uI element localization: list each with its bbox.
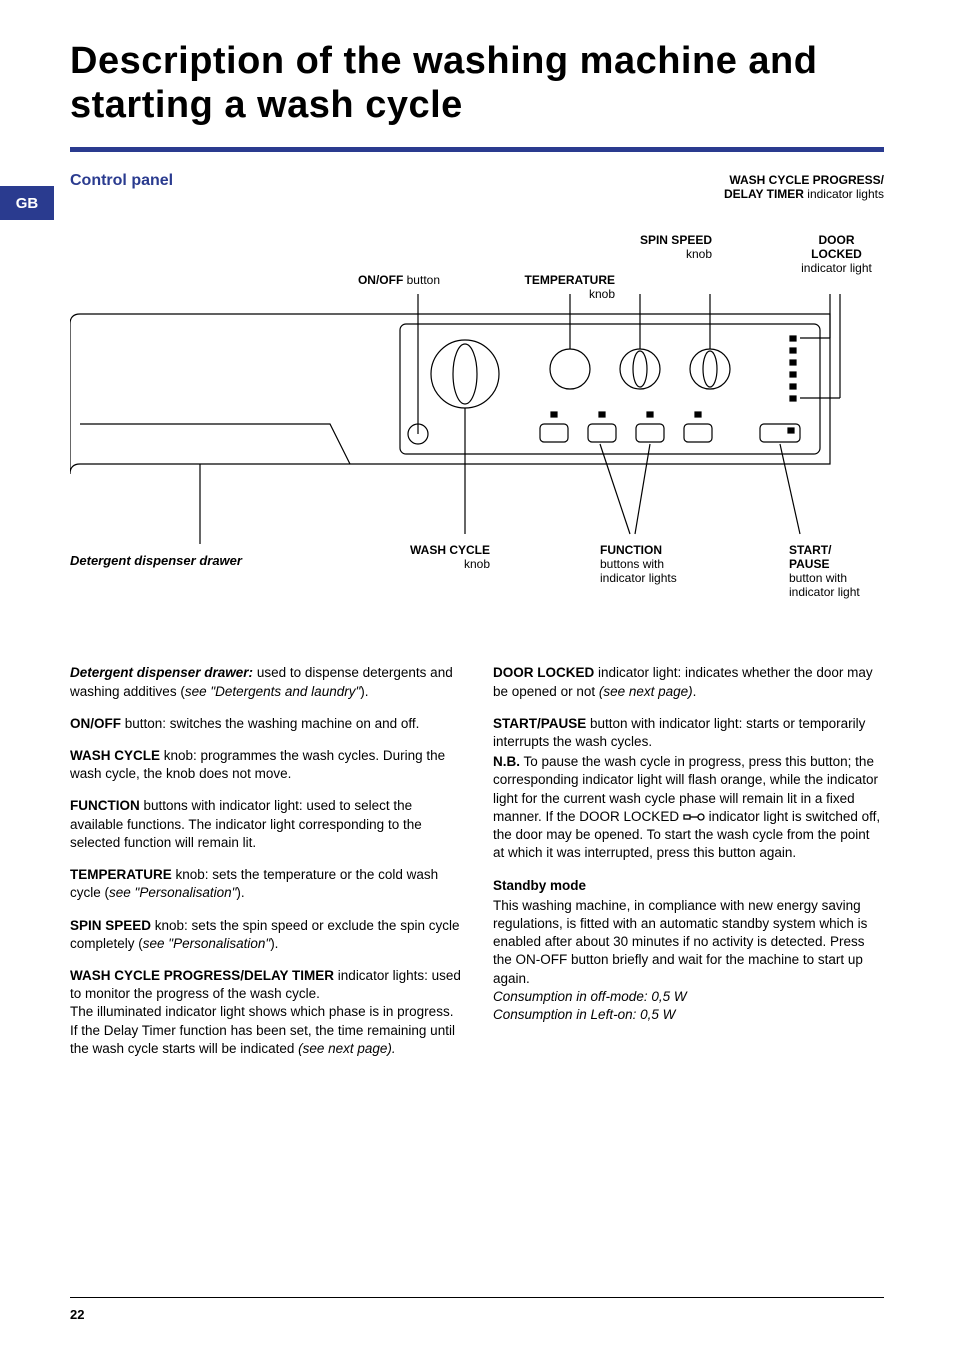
standby-body: This washing machine, in compliance with… xyxy=(493,897,884,1025)
p-drawer: Detergent dispenser drawer: used to disp… xyxy=(70,664,461,700)
footer-rule xyxy=(70,1297,884,1298)
p-nb: N.B. To pause the wash cycle in progress… xyxy=(493,753,884,862)
p-start-pause: START/PAUSE button with indicator light:… xyxy=(493,715,884,751)
callout-function: FUNCTION buttons with indicator lights xyxy=(600,544,720,585)
p-progress: WASH CYCLE PROGRESS/DELAY TIMER indicato… xyxy=(70,967,461,1058)
p-spin-speed: SPIN SPEED knob: sets the spin speed or … xyxy=(70,917,461,953)
callout-wash-cycle: WASH CYCLE knob xyxy=(370,544,490,572)
standby-heading: Standby mode xyxy=(493,877,884,895)
door-lock-icon xyxy=(683,812,705,822)
body-columns: Detergent dispenser drawer: used to disp… xyxy=(70,664,884,1072)
p-door-locked: DOOR LOCKED indicator light: indicates w… xyxy=(493,664,884,700)
callout-wash-cycle-progress: WASH CYCLE PROGRESS/ DELAY TIMER indicat… xyxy=(654,174,884,202)
p-wash-cycle: WASH CYCLE knob: programmes the wash cyc… xyxy=(70,747,461,783)
control-panel-diagram: WASH CYCLE PROGRESS/ DELAY TIMER indicat… xyxy=(70,194,884,634)
panel-outline xyxy=(70,294,884,554)
right-column: DOOR LOCKED indicator light: indicates w… xyxy=(493,664,884,1072)
p-onoff: ON/OFF button: switches the washing mach… xyxy=(70,715,461,733)
p-temperature: TEMPERATURE knob: sets the temperature o… xyxy=(70,866,461,902)
callout-on-off: ON/OFF button xyxy=(320,274,440,288)
left-column: Detergent dispenser drawer: used to disp… xyxy=(70,664,461,1072)
callout-door-locked: DOORLOCKED indicator light xyxy=(789,234,884,275)
callout-drawer: Detergent dispenser drawer xyxy=(70,554,242,569)
callout-spin-speed: SPIN SPEED knob xyxy=(600,234,712,262)
title-rule xyxy=(70,147,884,152)
p-function: FUNCTION buttons with indicator light: u… xyxy=(70,797,461,852)
page-number: 22 xyxy=(70,1307,84,1322)
language-tab: GB xyxy=(0,186,54,220)
callout-start-pause: START/ PAUSE button with indicator light xyxy=(789,544,884,599)
page-title: Description of the washing machine and s… xyxy=(70,40,884,127)
